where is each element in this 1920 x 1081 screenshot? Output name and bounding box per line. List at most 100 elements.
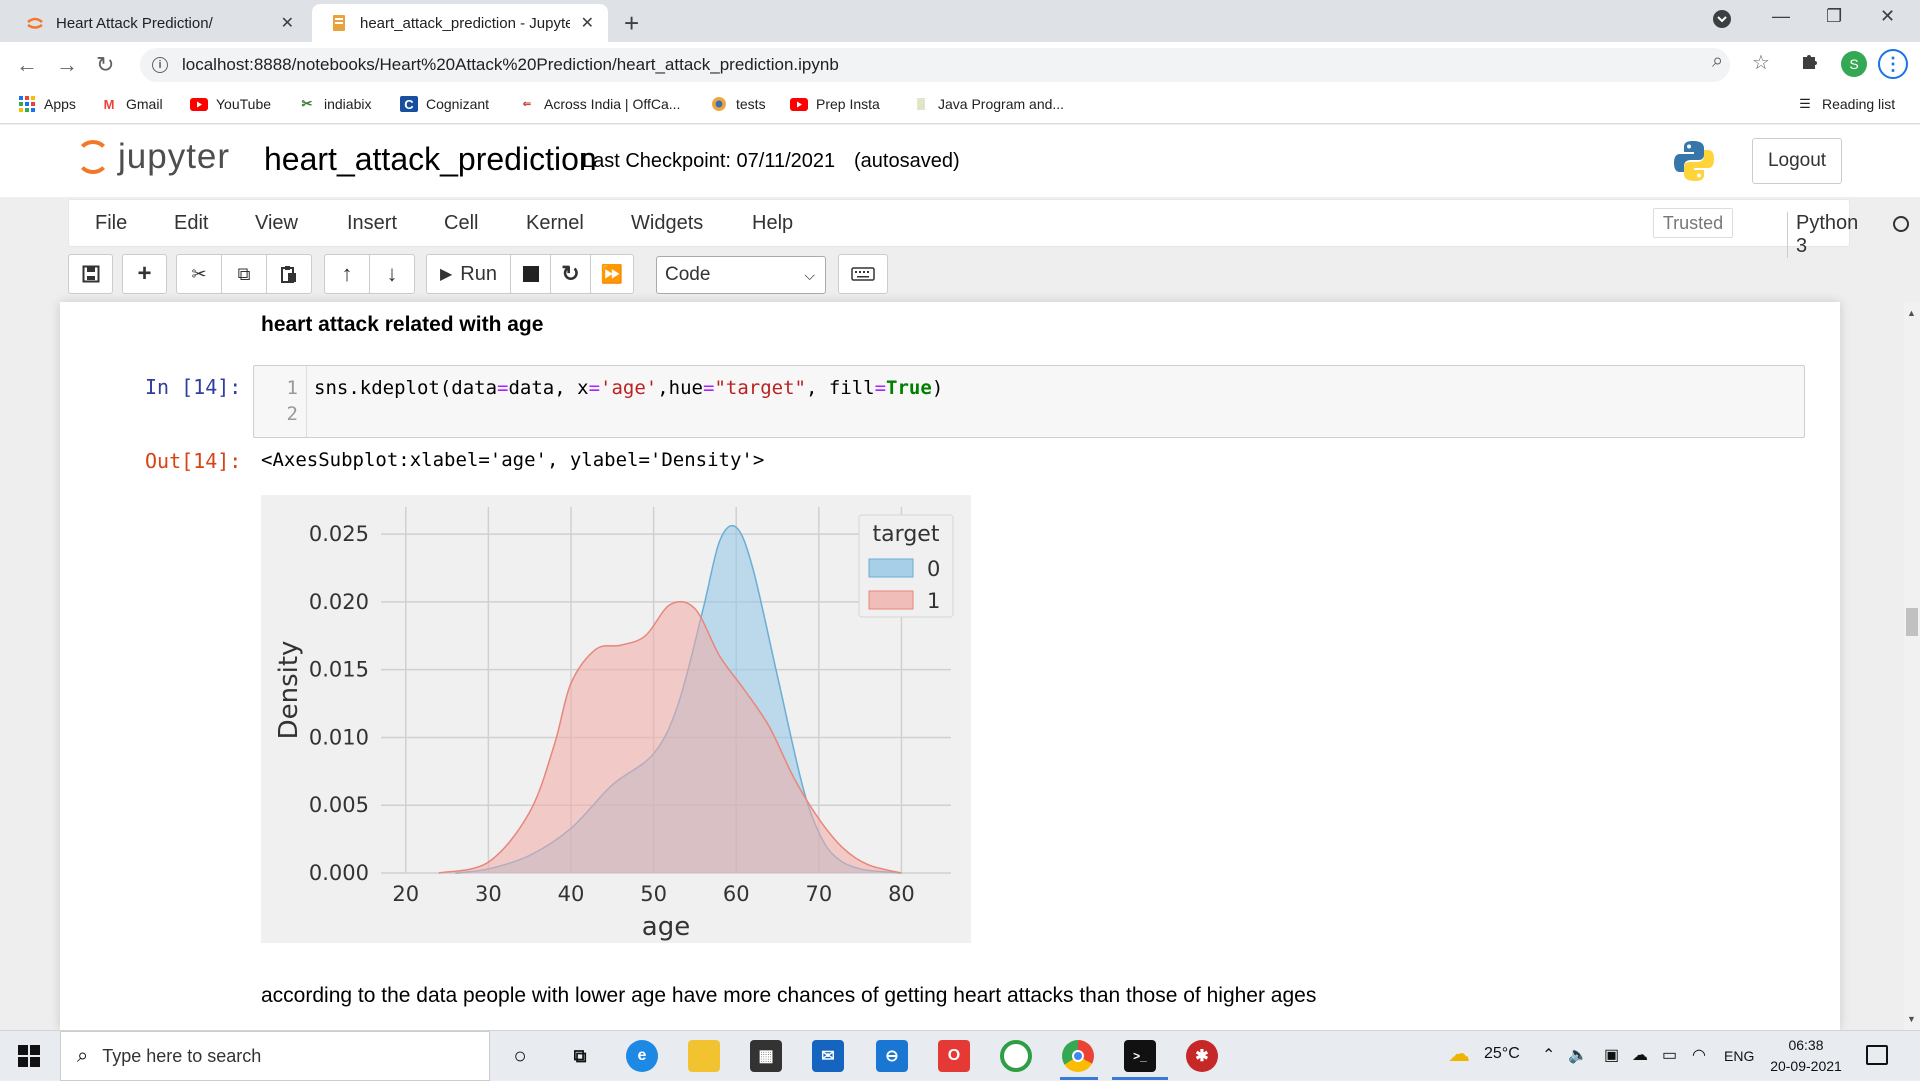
tab-title: heart_attack_prediction - Jupyter [360, 14, 570, 32]
save-button[interactable] [68, 254, 113, 294]
menu-file[interactable]: File [95, 212, 128, 234]
site-info-icon[interactable]: i [152, 57, 168, 73]
logout-button[interactable]: Logout [1752, 138, 1842, 184]
menu-insert[interactable]: Insert [347, 212, 398, 234]
indiabix-icon: ✂ [301, 96, 313, 111]
interrupt-button[interactable] [510, 254, 551, 294]
menu-cell[interactable]: Cell [444, 212, 479, 234]
bookmark-apps[interactable]: Apps [18, 96, 76, 112]
jupyter-logo-icon [76, 140, 110, 174]
profile-avatar[interactable]: S [1841, 51, 1867, 77]
gmail-icon: M [103, 96, 115, 112]
copy-button[interactable]: ⧉ [221, 254, 267, 294]
store-icon[interactable]: ▦ [750, 1040, 782, 1072]
output-prompt: Out[14]: [145, 449, 242, 473]
close-tab-icon[interactable]: ✕ [280, 15, 294, 32]
cell-type-select[interactable]: Code ⌵ [656, 256, 826, 294]
notification-icon[interactable] [1866, 1045, 1888, 1065]
autosave-status: (autosaved) [854, 150, 960, 172]
run-button[interactable]: ▶ Run [426, 254, 511, 294]
speaker-icon[interactable]: 🔈 [1568, 1047, 1588, 1064]
weather-icon[interactable]: ☁ [1448, 1041, 1470, 1066]
new-tab-button[interactable]: + [624, 8, 640, 38]
bookmark-indiabix[interactable]: ✂ indiabix [298, 96, 372, 112]
file-explorer-icon[interactable] [688, 1040, 720, 1072]
apps-grid-icon [18, 96, 36, 112]
browser-menu-icon[interactable]: ⋮ [1878, 49, 1908, 79]
tray-chevron-icon[interactable]: ⌃ [1542, 1047, 1556, 1064]
scroll-up-icon[interactable]: ▲ [1907, 308, 1916, 318]
bookmark-youtube[interactable]: YouTube [190, 96, 271, 112]
command-palette-button[interactable] [838, 254, 888, 294]
url-field[interactable]: i localhost:8888/notebooks/Heart%20Attac… [140, 48, 1730, 82]
bookmark-java-program[interactable]: ▒ Java Program and... [912, 96, 1064, 112]
insert-cell-button[interactable]: + [122, 254, 167, 294]
paste-button[interactable] [266, 254, 312, 294]
language-indicator[interactable]: ENG [1724, 1048, 1755, 1064]
menu-view[interactable]: View [255, 212, 298, 234]
edge-icon[interactable]: e [626, 1040, 658, 1072]
bookmark-tests[interactable]: tests [710, 96, 766, 112]
menu-edit[interactable]: Edit [174, 212, 209, 234]
restart-button[interactable]: ↻ [550, 254, 591, 294]
move-down-button[interactable]: ↓ [369, 254, 415, 294]
scrollbar-thumb[interactable] [1906, 608, 1918, 636]
bookmark-prep-insta[interactable]: Prep Insta [790, 96, 880, 112]
menu-widgets[interactable]: Widgets [631, 212, 704, 234]
keyboard-icon [851, 267, 875, 281]
bookmark-cognizant[interactable]: C Cognizant [400, 96, 489, 112]
menu-kernel[interactable]: Kernel [526, 212, 584, 234]
jupyter-header: jupyter heart_attack_prediction Last Che… [0, 125, 1920, 197]
bookmark-gmail[interactable]: M Gmail [100, 96, 163, 112]
restart-run-all-button[interactable]: ⏩ [590, 254, 634, 294]
minimize-icon[interactable]: — [1772, 6, 1790, 26]
java-icon: ▒ [917, 98, 925, 110]
move-up-button[interactable]: ↑ [324, 254, 370, 294]
close-tab-icon[interactable]: ✕ [580, 15, 594, 32]
windows-start-icon[interactable] [18, 1045, 40, 1067]
maximize-icon[interactable]: ❐ [1826, 6, 1843, 26]
tab-heart-attack-notebook[interactable]: heart_attack_prediction - Jupyter ✕ [312, 4, 608, 42]
cut-button[interactable]: ✂ [176, 254, 222, 294]
jupyter-logo[interactable]: jupyter [76, 137, 230, 177]
bookmark-star-icon[interactable]: ☆ [1752, 52, 1770, 74]
back-icon[interactable]: ← [16, 52, 38, 77]
cortana-icon[interactable]: ○ [513, 1043, 527, 1068]
forward-icon[interactable]: → [56, 52, 78, 77]
taskbar-clock[interactable]: 06:38 20-09-2021 [1770, 1037, 1842, 1074]
chrome-icon[interactable] [1062, 1040, 1094, 1072]
office-icon[interactable]: O [938, 1040, 970, 1072]
tab-search-icon[interactable] [1712, 9, 1732, 34]
y-tick-label: 0.020 [309, 590, 369, 614]
reload-icon[interactable]: ↻ [96, 52, 115, 77]
circle-app-icon[interactable] [1000, 1040, 1032, 1072]
task-view-icon[interactable]: ⧉ [573, 1045, 587, 1066]
notebook-name[interactable]: heart_attack_prediction [264, 141, 597, 177]
menu-help[interactable]: Help [752, 212, 794, 234]
app-icon[interactable]: ⊖ [876, 1040, 908, 1072]
vertical-scrollbar[interactable]: ▲ ▼ [1904, 302, 1920, 1030]
reading-list[interactable]: ☰ Reading list [1796, 96, 1895, 112]
bookmark-across-india[interactable]: ⇐ Across India | OffCa... [518, 96, 681, 112]
tab-heart-attack-prediction[interactable]: Heart Attack Prediction/ ✕ [8, 4, 308, 42]
trusted-badge[interactable]: Trusted [1653, 208, 1733, 238]
x-axis-label: age [642, 912, 690, 942]
scroll-down-icon[interactable]: ▼ [1907, 1014, 1916, 1024]
cloud-icon[interactable]: ☁ [1632, 1047, 1648, 1064]
battery-icon[interactable]: ▭ [1662, 1047, 1678, 1064]
legend-title: target [873, 522, 940, 547]
taskbar-search-box[interactable]: ⌕ Type here to search [60, 1031, 490, 1081]
app-red-icon[interactable]: ✱ [1186, 1040, 1218, 1072]
kde-area-target-1 [438, 601, 902, 873]
extensions-icon[interactable] [1800, 50, 1820, 76]
kernel-name[interactable]: Python 3 [1787, 212, 1858, 258]
notebook-icon [330, 14, 348, 32]
terminal-icon[interactable]: >_ [1124, 1040, 1156, 1072]
zoom-icon[interactable]: ⌕ [1712, 50, 1724, 72]
wifi-icon[interactable]: ◠ [1692, 1047, 1706, 1064]
code-cell-input[interactable]: 1 2 sns.kdeplot(data=data, x='age',hue="… [253, 365, 1805, 438]
meet-icon[interactable]: ▣ [1604, 1047, 1620, 1064]
mail-icon[interactable]: ✉ [812, 1040, 844, 1072]
weather-temp[interactable]: 25°C [1484, 1045, 1520, 1062]
close-window-icon[interactable]: ✕ [1880, 6, 1896, 26]
